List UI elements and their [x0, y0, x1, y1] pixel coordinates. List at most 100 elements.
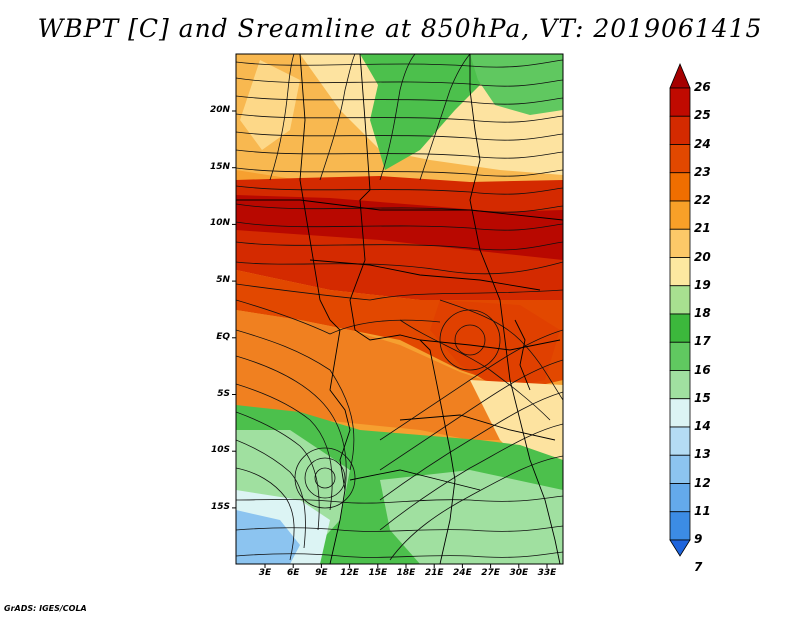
streamline — [236, 525, 563, 532]
streamline — [389, 455, 563, 561]
streamline — [439, 299, 563, 401]
streamline — [399, 319, 551, 421]
colorbar-label: 25 — [694, 108, 711, 123]
streamline — [236, 77, 563, 87]
border — [236, 199, 563, 221]
colorbar-label: 7 — [694, 560, 703, 575]
latitude-label: 10N — [209, 218, 230, 229]
colorbar-label: 17 — [694, 334, 711, 349]
longitude-label: 12E — [340, 568, 359, 578]
border — [469, 54, 561, 564]
longitude-label: 15E — [368, 568, 388, 578]
longitude-label: 27E — [481, 568, 500, 578]
colorbar-segment — [669, 370, 691, 400]
colorbar-label: 20 — [694, 249, 711, 264]
streamline — [236, 131, 563, 141]
colorbar-label: 15 — [694, 390, 711, 405]
streamline — [236, 59, 563, 68]
streamline — [236, 355, 347, 491]
colorbar-label: 14 — [694, 419, 711, 433]
colorbar-segment — [669, 483, 691, 513]
streamline — [379, 54, 416, 181]
colorbar-segment — [669, 200, 691, 230]
longitude-label: 21E — [424, 568, 444, 578]
longitude-label: 6E — [286, 568, 300, 578]
field-region-lakes-red — [430, 300, 560, 390]
credit-text: GrADS: IGES/COLA — [4, 604, 87, 613]
border — [309, 259, 541, 291]
colorbar-segment — [669, 454, 691, 484]
colorbar-label: 18 — [694, 306, 711, 320]
colorbar-segment — [669, 172, 691, 202]
streamlines — [236, 54, 563, 561]
field-region-east-yellow — [470, 380, 563, 470]
colorbar-label: 19 — [694, 277, 711, 292]
streamline — [236, 167, 563, 177]
streamline — [314, 467, 336, 489]
colorbar-segment — [669, 115, 691, 145]
streamline — [319, 54, 356, 181]
streamline — [294, 447, 356, 509]
colorbar-segment — [669, 313, 691, 343]
streamline — [236, 241, 563, 251]
border — [349, 469, 481, 491]
colorbar-bottom-arrow — [669, 539, 691, 557]
field-region-northeast-green — [470, 54, 563, 115]
map-title: WBPT [C] and Sreamline at 850hPa, VT: 20… — [37, 14, 763, 43]
map-frame — [235, 53, 564, 565]
colorbar-label: 13 — [694, 447, 711, 462]
colorbar-segment — [669, 144, 691, 174]
latitude-label: 15S — [210, 501, 230, 512]
colorbar-segment — [669, 285, 691, 315]
colorbar-label: 11 — [694, 503, 711, 518]
streamline — [439, 309, 501, 371]
colorbar-label: 23 — [694, 164, 711, 179]
streamline — [236, 185, 563, 195]
streamline — [419, 54, 471, 181]
latitude-label: EQ — [216, 331, 230, 342]
streamline — [379, 391, 563, 501]
streamline — [454, 324, 486, 356]
colorbar-label: 16 — [694, 362, 711, 377]
streamline — [379, 329, 563, 441]
colorbar-label: 21 — [694, 221, 711, 236]
longitude-label: 33E — [537, 568, 557, 578]
colorbar-label: 9 — [694, 532, 703, 546]
colorbar-segment — [669, 87, 691, 117]
colorbar-label: 22 — [694, 193, 711, 207]
field-region-south-orange — [236, 310, 563, 450]
streamline — [236, 551, 563, 558]
streamline — [236, 283, 563, 301]
streamline — [304, 457, 346, 499]
border — [399, 414, 556, 441]
streamline — [236, 329, 355, 471]
longitude-label: 30E — [509, 568, 529, 578]
streamline — [236, 261, 563, 275]
streamline — [379, 359, 563, 471]
longitude-label: 18E — [396, 568, 416, 578]
streamline — [236, 411, 320, 531]
colorbar-label: 26 — [694, 80, 711, 94]
colorbar-top-arrow — [669, 62, 691, 89]
longitude-label: 9E — [315, 568, 328, 578]
colorbar-label: 24 — [694, 136, 711, 151]
streamline — [236, 383, 333, 511]
latitude-label: 5S — [217, 388, 230, 399]
latitude-label: 20N — [209, 105, 230, 115]
colorbar-segment — [669, 257, 691, 287]
latitude-label: 10S — [210, 445, 230, 456]
streamline — [236, 439, 306, 549]
colorbar-segment — [669, 398, 691, 428]
field-region-southeast-lightgreen — [380, 470, 563, 564]
streamline — [236, 495, 563, 504]
border — [419, 339, 561, 351]
latitude-label: 15N — [209, 161, 230, 172]
streamline — [236, 221, 563, 231]
streamline — [236, 203, 563, 213]
longitude-label: 24E — [453, 568, 472, 578]
colorbar-segment — [669, 341, 691, 371]
streamline — [236, 113, 563, 123]
colorbar-label: 12 — [694, 475, 711, 490]
streamline — [236, 299, 441, 335]
colorbar-segment — [669, 511, 691, 541]
